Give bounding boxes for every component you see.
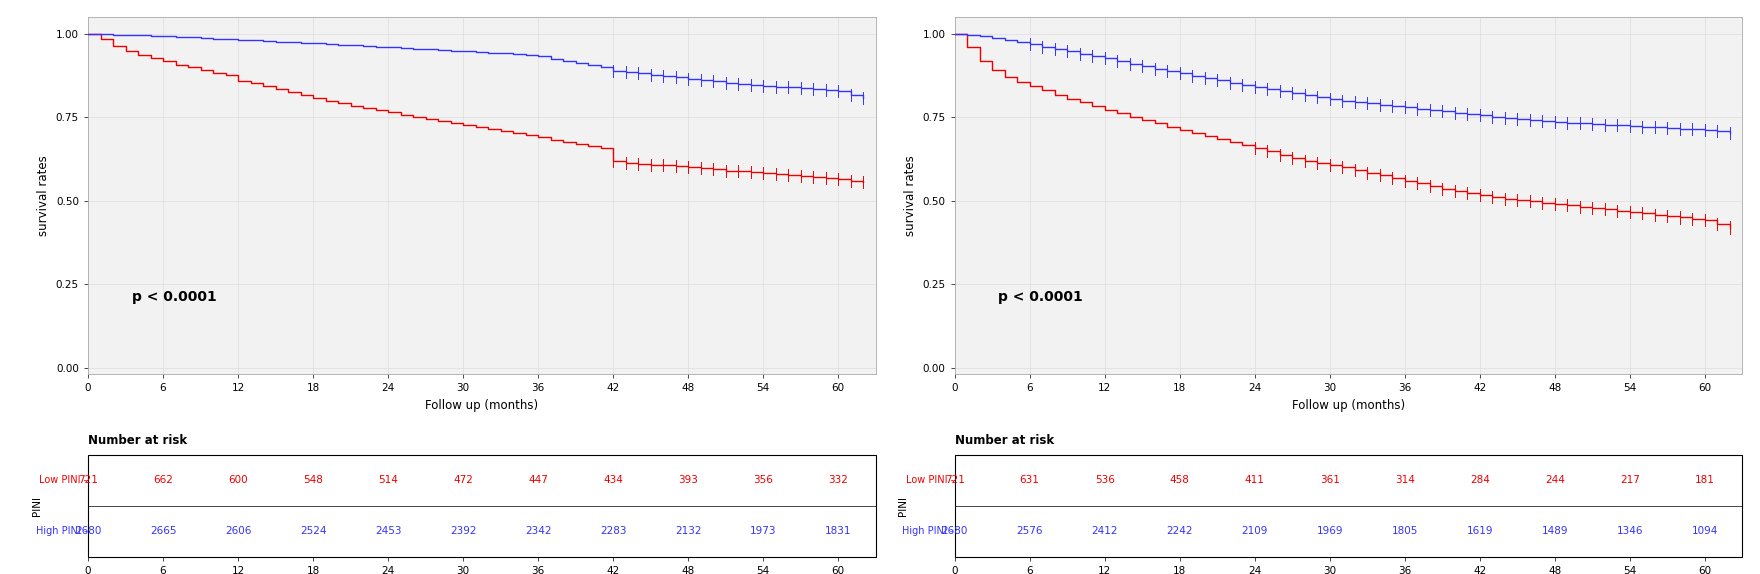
Text: 393: 393 xyxy=(678,475,699,485)
Text: 2283: 2283 xyxy=(600,526,627,536)
Text: 1489: 1489 xyxy=(1542,526,1568,536)
Text: 2680: 2680 xyxy=(942,526,968,536)
Text: High PINI -: High PINI - xyxy=(903,526,954,536)
Text: 361: 361 xyxy=(1320,475,1339,485)
Text: 631: 631 xyxy=(1019,475,1040,485)
Text: 2412: 2412 xyxy=(1091,526,1118,536)
Text: 472: 472 xyxy=(454,475,473,485)
Text: 2109: 2109 xyxy=(1241,526,1267,536)
Text: p < 0.0001: p < 0.0001 xyxy=(132,290,216,304)
Text: 2524: 2524 xyxy=(299,526,326,536)
Text: 2132: 2132 xyxy=(676,526,702,536)
Text: 721: 721 xyxy=(945,475,964,485)
Text: 2606: 2606 xyxy=(225,526,252,536)
Text: 2453: 2453 xyxy=(375,526,401,536)
Text: p < 0.0001: p < 0.0001 xyxy=(998,290,1082,304)
Text: 536: 536 xyxy=(1095,475,1114,485)
Text: 1969: 1969 xyxy=(1316,526,1343,536)
Text: 1094: 1094 xyxy=(1691,526,1718,536)
Text: 1831: 1831 xyxy=(825,526,852,536)
Text: High PINI -: High PINI - xyxy=(35,526,88,536)
Text: 2576: 2576 xyxy=(1016,526,1044,536)
Text: 411: 411 xyxy=(1244,475,1265,485)
Text: 2342: 2342 xyxy=(524,526,551,536)
Text: Low PINI -: Low PINI - xyxy=(906,475,954,485)
X-axis label: Follow up (months): Follow up (months) xyxy=(1292,399,1404,412)
FancyBboxPatch shape xyxy=(88,455,876,557)
Text: 181: 181 xyxy=(1695,475,1714,485)
Text: 514: 514 xyxy=(378,475,398,485)
Text: 2680: 2680 xyxy=(76,526,100,536)
Text: Low PINI -: Low PINI - xyxy=(39,475,88,485)
FancyBboxPatch shape xyxy=(954,455,1742,557)
Text: 2242: 2242 xyxy=(1167,526,1193,536)
Text: 2665: 2665 xyxy=(150,526,176,536)
Y-axis label: survival rates: survival rates xyxy=(905,156,917,236)
Text: 1805: 1805 xyxy=(1392,526,1419,536)
Text: 244: 244 xyxy=(1545,475,1565,485)
Text: Number at risk: Number at risk xyxy=(88,433,187,447)
Text: 1619: 1619 xyxy=(1466,526,1492,536)
Text: 600: 600 xyxy=(229,475,248,485)
Text: 548: 548 xyxy=(303,475,324,485)
Text: 356: 356 xyxy=(753,475,773,485)
Text: 1346: 1346 xyxy=(1617,526,1644,536)
Y-axis label: survival rates: survival rates xyxy=(37,156,51,236)
Text: 447: 447 xyxy=(528,475,547,485)
Text: 1973: 1973 xyxy=(750,526,776,536)
Text: 721: 721 xyxy=(77,475,99,485)
Text: 434: 434 xyxy=(604,475,623,485)
Text: 217: 217 xyxy=(1619,475,1640,485)
Text: 662: 662 xyxy=(153,475,172,485)
Text: PINI: PINI xyxy=(32,496,42,516)
Text: 458: 458 xyxy=(1170,475,1190,485)
Text: 2392: 2392 xyxy=(451,526,477,536)
Text: 332: 332 xyxy=(829,475,848,485)
X-axis label: Follow up (months): Follow up (months) xyxy=(426,399,539,412)
Text: PINI: PINI xyxy=(898,496,908,516)
Text: 284: 284 xyxy=(1470,475,1489,485)
Text: Number at risk: Number at risk xyxy=(954,433,1054,447)
Text: 314: 314 xyxy=(1396,475,1415,485)
